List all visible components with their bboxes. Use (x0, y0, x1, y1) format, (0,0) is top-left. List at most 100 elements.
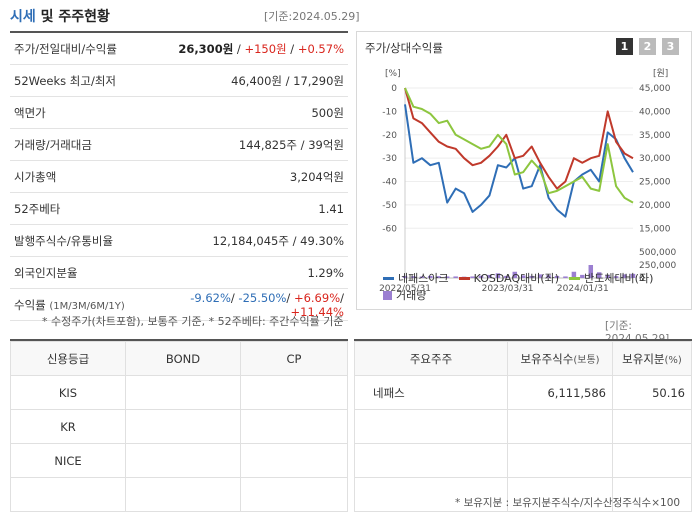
left-tick-label: -10 (382, 107, 397, 117)
volume-bar (470, 276, 475, 278)
return-1y: +11.44% (290, 304, 345, 319)
volume-bar (444, 276, 450, 278)
quote-row-par-value: 액면가 500원 (10, 97, 348, 129)
chart-tab-2[interactable]: 2 (639, 38, 656, 55)
volume-bar (613, 276, 619, 278)
volume-bar (520, 275, 526, 278)
legend-item: 반도체대비(좌) (584, 272, 654, 285)
shareholder-shares (507, 477, 613, 512)
volume-bar (419, 276, 425, 278)
row-value: 144,825주 / 39억원 (238, 137, 344, 152)
volume-tick-label: 250,000 (639, 261, 676, 271)
table-row: NICE (10, 443, 348, 478)
price-value: 26,300원 (178, 41, 234, 56)
credit-bond (125, 375, 241, 410)
chart-tab-1[interactable]: 1 (616, 38, 633, 55)
volume-bar (588, 265, 594, 278)
credit-agency: KR (10, 409, 126, 444)
quote-row-market-cap: 시가총액 3,204억원 (10, 161, 348, 193)
credit-bond (125, 443, 241, 478)
credit-section: 신용등급 BOND CP KIS KR NICE (10, 339, 348, 512)
shareholder-name (354, 477, 508, 512)
credit-header: CP (240, 341, 348, 376)
quote-row-beta: 52주베타 1.41 (10, 193, 348, 225)
shareholder-header: 보유지분(%) (612, 341, 692, 376)
volume-bar (478, 275, 484, 278)
quote-row-price: 주가/전일대비/수익률 26,300원 / +150원 / +0.57% (10, 33, 348, 65)
section-title-accent: 시세 (10, 9, 36, 25)
section-title-rest: 및 주주현황 (35, 9, 110, 25)
credit-bond (125, 409, 241, 444)
x-tick-label: 2023/03/31 (482, 284, 534, 292)
volume-bar (529, 275, 534, 278)
credit-header: BOND (125, 341, 241, 376)
left-tick-label: -40 (382, 178, 397, 188)
volume-bar (563, 276, 568, 278)
table-row: KIS (10, 375, 348, 410)
chart-tab-3[interactable]: 3 (662, 38, 679, 55)
header-text: 보유주식수 (520, 351, 574, 366)
right-tick-label: 45,000 (639, 84, 671, 94)
row-label: 52주베타 (14, 201, 61, 216)
volume-bar (495, 273, 501, 278)
right-axis-unit: [원] (653, 68, 668, 79)
credit-header: 신용등급 (10, 341, 126, 376)
price-chart: [%] [원] 0 -10 -20 -30 -40 -50 -60 45,000 40,000 35,… (379, 68, 676, 292)
shareholder-pct (612, 409, 692, 444)
sep: / (286, 41, 298, 56)
volume-bar (487, 274, 492, 278)
shareholder-table: 주요주주 보유주식수(보통) 보유지분(%) 네패스 6,111,586 50.16 (354, 341, 692, 512)
shareholder-note: * 보유지분 : 보유지분주식수/지수산정주식수×100 (455, 497, 681, 509)
legend-row-2: 거래량 (383, 287, 426, 303)
volume-bar (504, 275, 509, 278)
row-label: 액면가 (14, 105, 46, 120)
shareholder-name (354, 443, 508, 478)
left-tick-label: 0 (391, 84, 397, 94)
row-value: 46,400원 / 17,290원 (231, 73, 344, 88)
table-row (10, 477, 348, 512)
table-row (354, 477, 692, 512)
legend-row-1: 네패스아크 KOSDAQ대비(좌) 반도체대비(좌) (383, 270, 653, 286)
return-6m: +6.69% (293, 290, 341, 305)
left-tick-label: -20 (382, 131, 397, 141)
change-value: +150원 (244, 41, 287, 56)
x-tick-label: 2024/01/31 (557, 284, 609, 292)
right-tick-label: 35,000 (639, 131, 671, 141)
volume-bar (630, 273, 636, 278)
basis-date: [기준:2024.05.29] (264, 10, 360, 23)
legend-item: 거래량 (396, 289, 427, 302)
table-row: KR (10, 409, 348, 444)
right-tick-label: 30,000 (639, 154, 671, 164)
return-3m: -25.50% (238, 290, 287, 305)
right-tick-label: 40,000 (639, 107, 671, 117)
row-value: 1.41 (318, 201, 344, 216)
legend-swatch (569, 276, 581, 280)
table-row (354, 443, 692, 478)
shareholder-shares (507, 443, 613, 478)
row-value: 3,204억원 (289, 169, 344, 184)
volume-bar (546, 275, 551, 278)
volume-bar (436, 276, 442, 278)
legend-item: KOSDAQ대비(좌) (473, 272, 560, 285)
row-value: 1.29% (307, 265, 344, 280)
volume-bar (571, 271, 577, 278)
returns-label: 수익률 (14, 297, 46, 312)
returns-sublabel: (1M/3M/6M/1Y) (49, 300, 125, 312)
credit-bond (125, 477, 241, 512)
shareholder-header: 주요주주 (354, 341, 508, 376)
chart-panel: 주가/상대수익률 1 2 3 [%] [원] 0 -10 -20 -30 -40 -50 -60… (356, 31, 692, 310)
row-label: 외국인지분율 (14, 265, 78, 280)
volume-bar (428, 275, 433, 278)
x-tick-label: 2022/05/31 (379, 284, 431, 292)
volume-bar (596, 272, 602, 278)
row-value: 12,184,045주 / 49.30% (212, 233, 344, 248)
chart-title: 주가/상대수익률 (365, 41, 443, 55)
volume-bar (411, 276, 416, 278)
sep: / (233, 41, 245, 56)
row-label: 거래량/거래대금 (14, 137, 92, 152)
right-tick-label: 20,000 (639, 201, 671, 211)
volume-bar (580, 274, 585, 278)
left-tick-label: -50 (382, 201, 397, 211)
volume-bar (402, 275, 408, 278)
quote-row-volume: 거래량/거래대금 144,825주 / 39억원 (10, 129, 348, 161)
